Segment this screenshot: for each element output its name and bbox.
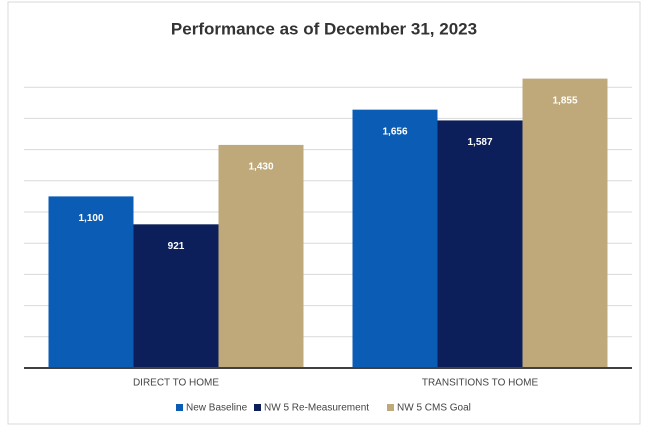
legend-label: New Baseline [186,403,248,414]
legend-swatch [254,404,261,411]
bar [218,144,304,368]
data-label: 1,587 [467,137,492,148]
x-tick-label: TRANSITIONS TO HOME [422,378,539,389]
data-label: 1,430 [248,162,273,173]
data-label: 921 [168,241,185,252]
legend-swatch [387,404,394,411]
legend-swatch [176,404,183,411]
legend-label: NW 5 CMS Goal [397,403,471,414]
data-label: 1,100 [78,213,103,224]
bar [133,224,219,368]
bar [522,78,608,369]
bar [437,120,523,368]
x-tick-label: DIRECT TO HOME [133,378,219,389]
bar [48,196,134,368]
chart-title: Performance as of December 31, 2023 [171,19,477,38]
bar [352,109,438,368]
data-label: 1,656 [382,126,407,137]
legend-label: NW 5 Re-Measurement [264,403,369,414]
data-label: 1,855 [552,95,577,106]
